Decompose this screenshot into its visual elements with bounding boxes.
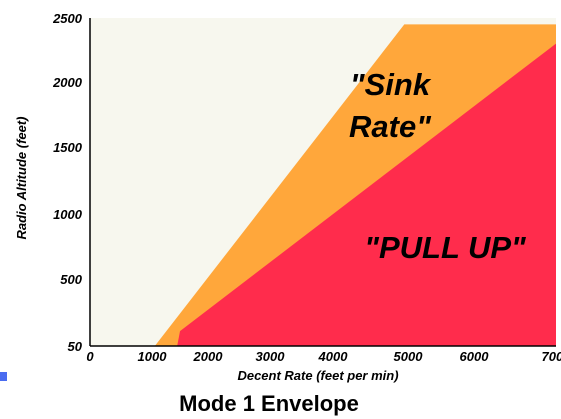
- x-tick-label: 1000: [138, 349, 168, 364]
- x-tick-label: 2000: [193, 349, 224, 364]
- left-accent-bar: [0, 372, 7, 381]
- x-tick-label: 5000: [394, 349, 424, 364]
- x-tick-label: 7000: [542, 349, 561, 364]
- y-tick-label: 500: [60, 272, 82, 287]
- x-tick-label: 6000: [460, 349, 490, 364]
- chart-title: Mode 1 Envelope: [179, 391, 359, 416]
- pull-up-label: "PULL UP": [364, 230, 527, 265]
- sink-rate-label: "Sink: [350, 67, 432, 102]
- y-tick-label: 50: [68, 339, 83, 354]
- x-tick-label: 0: [86, 349, 94, 364]
- sink-rate-label: Rate": [349, 109, 432, 144]
- y-tick-label: 1500: [53, 140, 83, 155]
- x-tick-label: 4000: [318, 349, 349, 364]
- x-axis-label: Decent Rate (feet per min): [237, 368, 398, 383]
- y-tick-label: 2500: [52, 11, 83, 26]
- pull-up-region: [177, 43, 556, 346]
- y-tick-label: 2000: [52, 75, 83, 90]
- y-axis-label: Radio Altitude (feet): [14, 116, 29, 239]
- y-tick-label: 1000: [53, 207, 83, 222]
- x-tick-label: 3000: [256, 349, 286, 364]
